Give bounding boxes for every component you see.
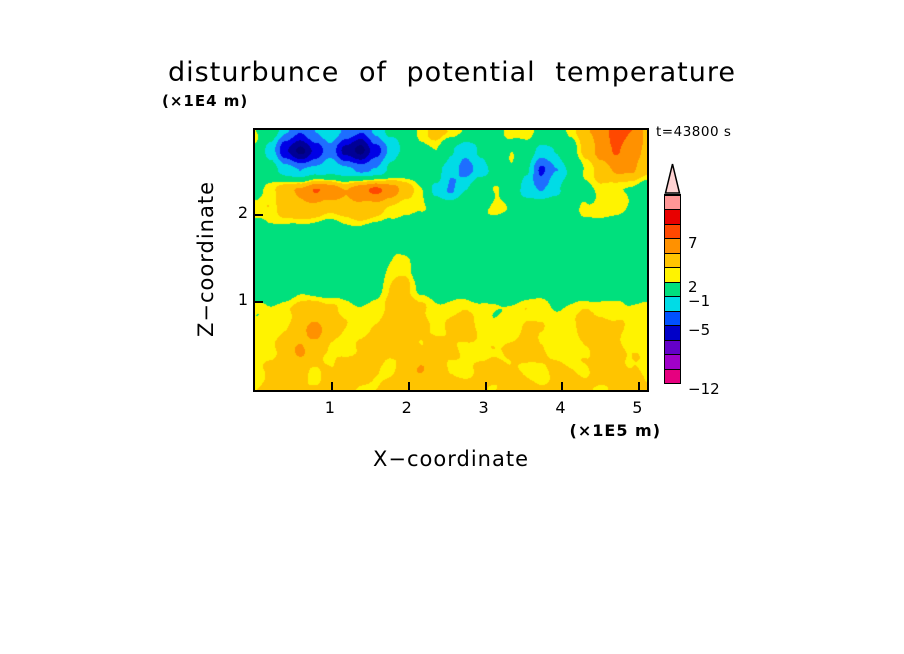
colorbar-segment <box>665 223 680 239</box>
x-tickmark <box>638 382 641 390</box>
colorbar-segment <box>665 339 680 355</box>
colorbar-segment <box>665 267 680 282</box>
colorbar-segment <box>665 354 680 369</box>
colorbar-segment <box>665 252 680 268</box>
colorbar-segment <box>665 310 680 326</box>
x-tickmark <box>484 382 487 390</box>
x-tick-label: 1 <box>324 398 335 417</box>
chart-title: disturbunce of potential temperature <box>168 57 736 88</box>
x-tick-label: 2 <box>401 398 412 417</box>
x-tick-label: 5 <box>632 398 643 417</box>
colorbar-tick-label: −5 <box>688 321 711 340</box>
plot-area <box>253 128 649 392</box>
colorbar-arrow-tip <box>664 163 681 194</box>
y-axis-unit: (×1E4 m) <box>162 92 249 110</box>
colorbar-segment <box>665 325 680 340</box>
x-axis-label: X−coordinate <box>373 447 529 471</box>
y-tick-label: 1 <box>237 290 248 310</box>
colorbar-segment <box>665 209 680 224</box>
x-tickmark <box>407 382 410 390</box>
x-tickmark <box>561 382 564 390</box>
colorbar-tick-label: −1 <box>688 292 711 311</box>
colorbar-tick-label: −12 <box>688 380 720 398</box>
colorbar-segment <box>665 238 680 253</box>
contour-canvas <box>255 130 647 390</box>
colorbar-segment <box>665 368 680 383</box>
colorbar-segment <box>665 296 680 311</box>
y-axis-label: Z−coordinate <box>194 181 218 337</box>
colorbar-tick-label: 7 <box>688 233 698 252</box>
time-annotation: t=43800 s <box>656 124 732 140</box>
x-tick-label: 4 <box>555 398 566 417</box>
y-tickmark <box>255 213 263 216</box>
x-axis-unit: (×1E5 m) <box>569 421 661 440</box>
colorbar-tick-label: 2 <box>688 277 698 296</box>
x-tickmark <box>330 382 333 390</box>
x-tick-label: 3 <box>478 398 489 417</box>
colorbar-segment <box>665 194 680 210</box>
colorbar-segments <box>664 194 681 384</box>
colorbar-segment <box>665 281 680 297</box>
colorbar-tick-labels: −12 −5 −1 2 7 <box>688 194 728 398</box>
y-tick-label: 2 <box>237 202 248 222</box>
y-tickmark <box>255 301 263 304</box>
